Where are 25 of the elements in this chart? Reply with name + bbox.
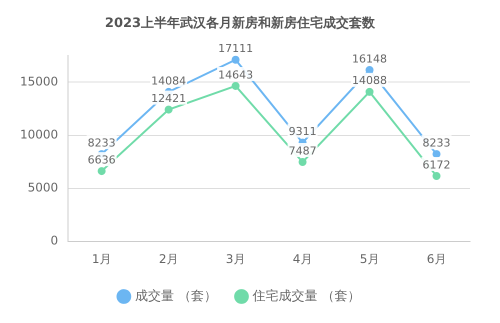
data-label: 6172 bbox=[422, 158, 451, 172]
data-label: 12421 bbox=[151, 92, 186, 105]
chart-title: 2023上半年武汉各月新房和新房住宅成交套数 bbox=[104, 15, 376, 32]
legend-label: 住宅成交量 （套） bbox=[252, 288, 361, 304]
x-tick-label: 6月 bbox=[426, 252, 446, 266]
legend-label: 成交量 （套） bbox=[134, 288, 218, 304]
x-tick-label: 3月 bbox=[226, 252, 246, 266]
x-tick-label: 5月 bbox=[360, 252, 380, 266]
y-tick-label: 0 bbox=[50, 234, 58, 248]
data-label: 9311 bbox=[288, 124, 317, 138]
data-label: 14084 bbox=[151, 74, 186, 88]
y-tick-label: 10000 bbox=[20, 127, 58, 142]
data-label: 6636 bbox=[88, 153, 116, 166]
x-tick-label: 4月 bbox=[292, 252, 312, 266]
data-label: 8233 bbox=[422, 136, 451, 150]
data-label: 7487 bbox=[288, 144, 317, 158]
y-tick-label: 15000 bbox=[20, 74, 58, 88]
data-label: 16148 bbox=[352, 52, 388, 66]
y-tick-label: 5000 bbox=[28, 180, 58, 195]
x-tick-label: 1月 bbox=[92, 252, 112, 266]
data-label: 17111 bbox=[218, 42, 254, 56]
data-label: 8233 bbox=[88, 136, 116, 150]
data-label: 14088 bbox=[352, 74, 388, 88]
data-label: 14643 bbox=[218, 68, 254, 82]
x-tick-label: 2月 bbox=[158, 252, 178, 266]
